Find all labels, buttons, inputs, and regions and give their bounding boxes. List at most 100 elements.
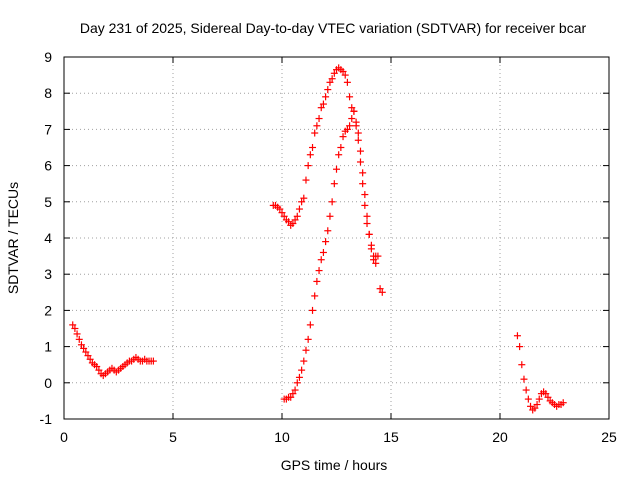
data-point [559,399,567,407]
data-point [80,344,88,352]
data-point [367,241,375,249]
data-point [348,115,356,123]
data-point [276,205,284,213]
data-point [337,144,345,151]
data-point [359,169,367,177]
data-point [287,393,295,401]
data-point [313,277,321,285]
data-point [300,357,308,365]
y-tick-label: 3 [44,266,52,282]
data-point [372,259,380,267]
data-point [533,401,541,409]
data-point [75,335,83,343]
data-point [350,107,358,115]
data-point [291,386,299,394]
data-point [374,252,382,260]
data-point [315,267,323,275]
data-point [326,78,334,86]
x-tick-label: 20 [492,429,508,445]
y-tick-label: 8 [44,85,52,101]
data-point [365,230,373,238]
data-point [378,288,386,296]
y-axis-label: SDTVAR / TECUs [5,182,21,294]
data-point [311,292,319,300]
y-tick-label: 9 [44,49,52,65]
data-point [69,321,77,329]
y-tick-label: 6 [44,158,52,174]
data-point [522,386,530,394]
data-point [302,346,310,354]
data-point [295,373,303,381]
y-tick-label: 0 [44,375,52,391]
data-point [315,115,323,123]
data-point [343,78,351,86]
data-point [348,104,356,112]
data-point [341,71,349,79]
axis-ticks: 0 5 10 15 20 25 -1 0 1 2 3 4 5 6 7 8 9 [40,49,617,445]
data-point [354,129,362,137]
data-point [289,220,297,228]
data-point [298,198,306,206]
data-point [328,198,336,206]
chart-title: Day 231 of 2025, Sidereal Day-to-day VTE… [80,20,587,36]
y-tick-label: 2 [44,302,52,318]
y-tick-label: 4 [44,230,52,246]
data-point [361,201,369,209]
data-point [516,343,524,351]
data-point [289,390,297,398]
data-point [280,212,288,220]
data-point [518,361,526,369]
data-point [293,212,301,220]
x-tick-label: 0 [60,429,68,445]
data-point [333,165,340,173]
data-point [304,162,312,170]
data-point [311,129,319,137]
data-point [520,375,528,383]
data-point [326,212,334,220]
data-point [319,248,327,256]
data-point [513,332,521,340]
data-point [309,144,317,151]
data-points [69,64,567,414]
x-tick-label: 15 [383,429,399,445]
data-point [84,352,92,360]
data-point [544,393,552,401]
data-point [363,212,371,220]
x-axis-label: GPS time / hours [281,457,388,473]
data-point [356,158,364,166]
data-point [291,216,299,224]
data-point [313,122,321,130]
data-point [306,151,314,159]
data-point [298,366,306,374]
data-point [293,379,301,387]
data-point [304,335,312,343]
data-point [343,125,351,133]
data-point [319,100,327,108]
data-point [542,390,550,398]
data-point [77,341,85,349]
data-point [93,363,101,371]
data-point [71,325,79,332]
data-point [376,285,384,293]
data-point [524,395,532,403]
data-point [322,238,330,246]
grid [64,57,609,419]
data-point [278,209,286,217]
data-point [309,306,317,314]
y-tick-label: 5 [44,194,52,210]
data-point [317,104,325,112]
data-point [322,93,330,101]
data-point [306,321,314,329]
data-point [95,366,103,374]
data-point [346,122,354,130]
data-point [363,220,371,228]
y-tick-label: -1 [40,411,53,427]
x-tick-label: 5 [169,429,177,445]
x-tick-label: 25 [601,429,617,445]
data-point [330,180,338,188]
data-point [149,357,157,365]
data-point [330,69,338,77]
data-point [339,133,347,141]
y-tick-label: 1 [44,339,52,355]
